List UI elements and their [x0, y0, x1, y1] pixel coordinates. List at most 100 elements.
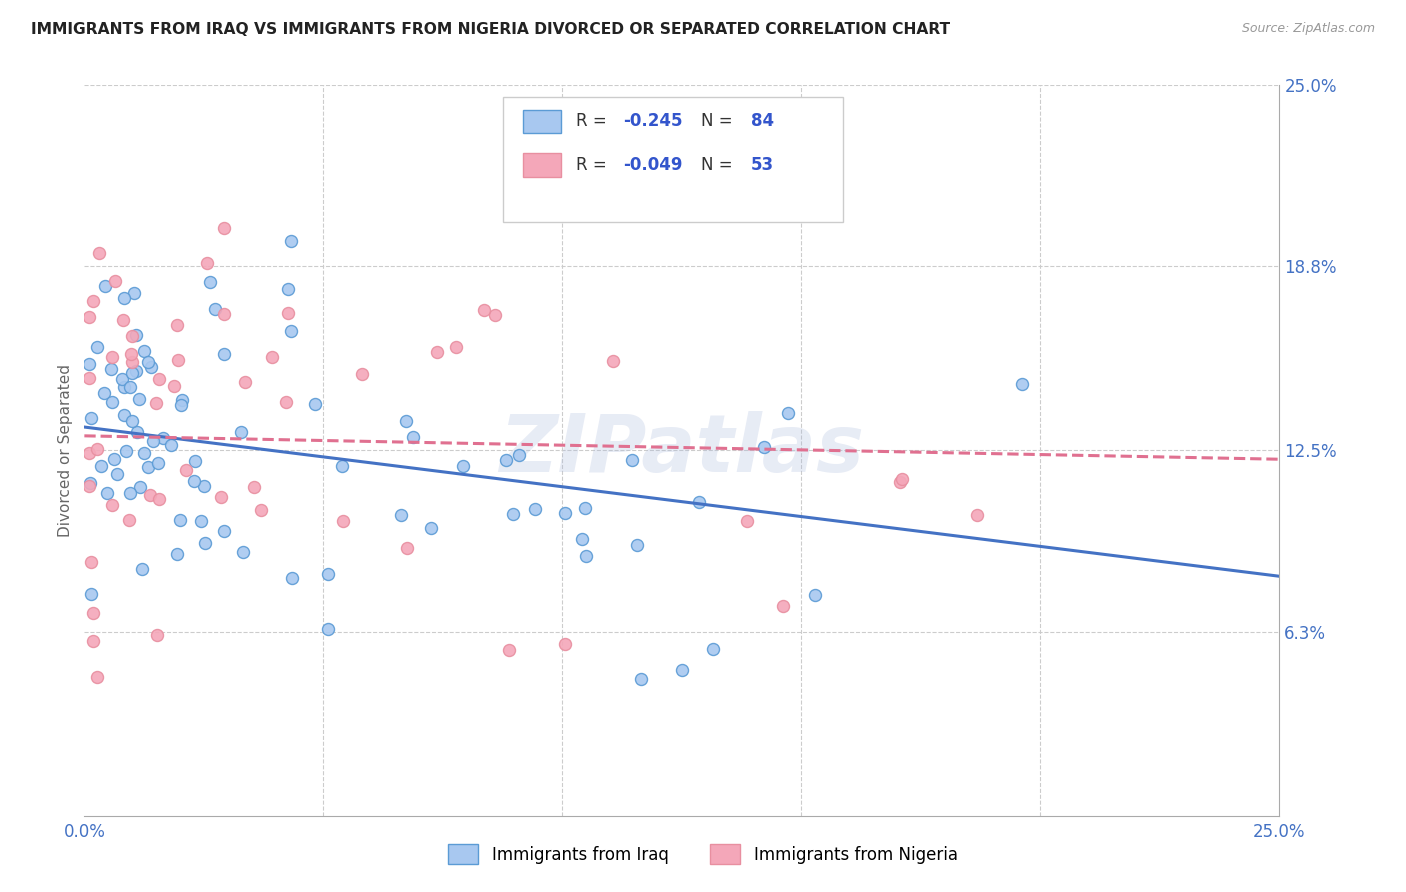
Point — [80, 410, 103, 425]
Point — [193, 479, 215, 493]
Point — [688, 495, 710, 509]
Point — [389, 508, 412, 522]
Point — [554, 507, 576, 521]
Point — [778, 406, 800, 420]
Point — [212, 221, 235, 235]
Text: -0.049: -0.049 — [623, 156, 683, 174]
Text: 84: 84 — [751, 112, 775, 130]
Point — [277, 282, 299, 296]
Point — [451, 459, 474, 474]
Point — [243, 480, 266, 494]
Point — [129, 480, 152, 494]
Point — [169, 398, 191, 412]
Point — [626, 538, 648, 552]
Point — [316, 622, 339, 636]
Point — [100, 499, 122, 513]
Point — [120, 380, 142, 394]
Point — [125, 327, 148, 342]
Point — [190, 514, 212, 528]
Point — [804, 588, 827, 602]
Point — [136, 460, 159, 475]
Text: R =: R = — [575, 112, 612, 130]
Point — [125, 364, 148, 378]
Point — [82, 606, 104, 620]
Point — [131, 562, 153, 576]
Point — [100, 362, 122, 376]
Point — [523, 501, 546, 516]
Point — [472, 303, 495, 318]
Point — [574, 500, 596, 515]
Point — [200, 275, 222, 289]
Text: N =: N = — [702, 156, 738, 174]
Point — [484, 309, 506, 323]
Point — [183, 474, 205, 488]
Point — [172, 393, 194, 408]
Point — [508, 448, 530, 462]
Text: ZIPatlas: ZIPatlas — [499, 411, 865, 490]
Point — [260, 350, 283, 364]
Point — [176, 463, 198, 477]
Point — [352, 367, 374, 381]
Point — [274, 395, 297, 409]
Point — [426, 345, 449, 359]
Point — [395, 414, 418, 428]
Point — [87, 246, 110, 260]
Point — [152, 431, 174, 445]
Point — [77, 446, 100, 460]
Point — [146, 456, 169, 470]
Point — [446, 340, 468, 354]
Legend: Immigrants from Iraq, Immigrants from Nigeria: Immigrants from Iraq, Immigrants from Ni… — [441, 838, 965, 871]
Point — [121, 414, 143, 428]
Point — [304, 397, 326, 411]
Point — [80, 587, 103, 601]
Point — [82, 293, 104, 308]
Point — [602, 354, 624, 368]
Point — [890, 472, 912, 486]
Point — [502, 508, 524, 522]
Point — [114, 443, 136, 458]
FancyBboxPatch shape — [503, 97, 844, 221]
Point — [77, 357, 100, 371]
Point — [169, 513, 191, 527]
Point — [112, 408, 135, 422]
Point — [77, 479, 100, 493]
Point — [77, 310, 100, 324]
Point — [121, 366, 143, 380]
Point — [195, 256, 218, 270]
Point — [77, 371, 100, 385]
Point — [167, 352, 190, 367]
Point — [184, 454, 207, 468]
Point — [395, 541, 418, 555]
Point — [111, 372, 134, 386]
Point — [105, 467, 128, 481]
Point — [101, 395, 124, 409]
Point — [229, 425, 252, 439]
Text: N =: N = — [702, 112, 738, 130]
Point — [281, 571, 304, 585]
Point — [332, 514, 354, 528]
Point — [754, 440, 776, 454]
Point — [90, 458, 112, 473]
Point — [142, 434, 165, 448]
Point — [233, 375, 256, 389]
Point — [121, 329, 143, 343]
Point — [148, 492, 170, 507]
Point — [103, 451, 125, 466]
Point — [554, 637, 576, 651]
Point — [966, 508, 988, 522]
Point — [212, 307, 235, 321]
Point — [118, 513, 141, 527]
Text: IMMIGRANTS FROM IRAQ VS IMMIGRANTS FROM NIGERIA DIVORCED OR SEPARATED CORRELATIO: IMMIGRANTS FROM IRAQ VS IMMIGRANTS FROM … — [31, 22, 950, 37]
Point — [250, 503, 273, 517]
Point — [280, 325, 302, 339]
FancyBboxPatch shape — [523, 153, 561, 177]
Point — [889, 475, 911, 489]
Point — [96, 486, 118, 500]
Point — [702, 642, 724, 657]
FancyBboxPatch shape — [523, 110, 561, 133]
Point — [209, 490, 232, 504]
Point — [120, 486, 142, 500]
Point — [571, 532, 593, 546]
Point — [772, 599, 794, 614]
Point — [104, 274, 127, 288]
